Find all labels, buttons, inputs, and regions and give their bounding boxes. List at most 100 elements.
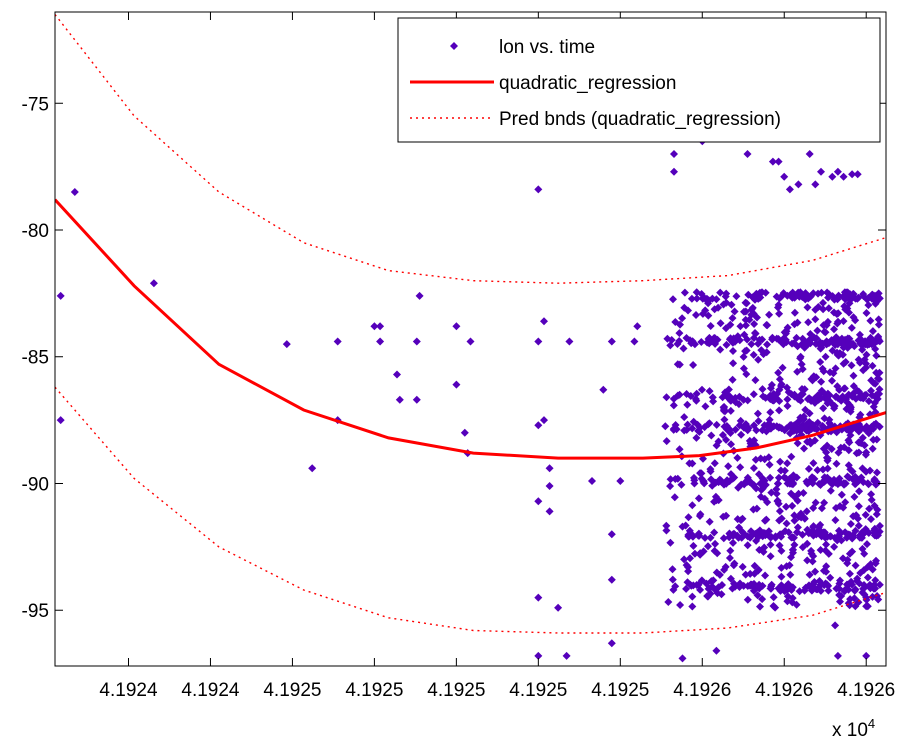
data-point <box>703 592 712 601</box>
data-point <box>856 410 865 419</box>
data-point <box>866 333 875 342</box>
data-point <box>870 339 879 348</box>
y-tick-label: -95 <box>22 601 49 622</box>
data-point <box>862 390 870 399</box>
data-point <box>761 288 770 297</box>
y-tick-label: -75 <box>22 94 49 115</box>
data-point <box>854 521 863 530</box>
data-point <box>785 185 794 194</box>
data-point <box>719 512 728 521</box>
lower-prediction-bound-line <box>55 386 886 634</box>
y-tick-label: -90 <box>22 474 49 495</box>
data-point <box>875 368 884 377</box>
data-point <box>813 424 822 433</box>
data-point <box>873 374 882 383</box>
data-point <box>412 337 421 346</box>
data-point <box>680 288 689 297</box>
data-point <box>833 319 842 328</box>
data-point <box>793 393 802 402</box>
data-point <box>534 421 543 430</box>
data-point <box>811 567 820 576</box>
data-point <box>790 320 799 329</box>
x-tick-label: 4.1925 <box>591 680 649 701</box>
data-point <box>740 330 749 339</box>
data-point <box>733 453 742 462</box>
data-point <box>839 479 848 488</box>
data-point <box>669 295 677 304</box>
data-point <box>824 304 833 313</box>
data-point <box>774 303 782 312</box>
data-point <box>690 479 699 488</box>
data-point <box>792 333 801 342</box>
data-point <box>749 586 758 595</box>
data-point <box>841 358 850 366</box>
data-point <box>871 559 880 568</box>
data-point <box>745 478 754 487</box>
data-point <box>682 334 691 342</box>
plot-inner <box>55 14 886 663</box>
data-point <box>856 358 864 367</box>
data-point <box>308 464 317 473</box>
data-point <box>712 420 721 429</box>
data-point <box>724 462 733 471</box>
data-point <box>872 351 881 360</box>
data-point <box>824 581 833 590</box>
data-point <box>540 416 548 425</box>
data-point <box>466 337 475 346</box>
data-point <box>599 385 608 394</box>
data-point <box>761 480 770 489</box>
data-point <box>872 420 881 429</box>
data-point <box>687 294 696 303</box>
data-point <box>562 651 571 660</box>
data-point <box>789 479 798 488</box>
data-point <box>832 459 841 468</box>
data-point <box>783 402 792 410</box>
data-point <box>864 397 873 406</box>
data-point <box>716 319 725 328</box>
data-point <box>698 385 706 394</box>
data-point <box>859 290 868 299</box>
data-point <box>828 292 837 301</box>
x-tick-label: 4.1926 <box>837 680 895 701</box>
data-point <box>690 549 699 558</box>
data-point <box>412 395 421 404</box>
data-point <box>809 522 818 531</box>
data-point <box>832 478 841 487</box>
data-point <box>805 150 814 158</box>
data-point <box>871 576 880 585</box>
data-point <box>749 350 758 359</box>
data-point <box>790 308 799 317</box>
data-point <box>776 466 785 475</box>
data-point <box>824 339 833 348</box>
data-point <box>809 289 818 298</box>
data-point <box>744 290 753 299</box>
data-point <box>819 566 828 575</box>
data-point <box>534 337 543 346</box>
data-point <box>775 385 784 394</box>
data-point <box>793 342 802 351</box>
data-point <box>787 553 795 562</box>
data-point <box>741 321 750 330</box>
data-point <box>774 157 783 166</box>
data-point <box>865 581 874 590</box>
data-point <box>739 352 748 361</box>
data-point <box>710 459 719 468</box>
data-point <box>837 490 846 499</box>
data-point <box>769 593 778 602</box>
data-point <box>725 533 734 542</box>
data-point <box>821 352 830 361</box>
data-point <box>670 150 678 158</box>
data-point <box>853 294 862 303</box>
data-point <box>738 562 747 571</box>
data-point <box>750 569 759 578</box>
data-point <box>816 338 825 347</box>
data-point <box>774 473 783 482</box>
data-point <box>842 533 851 542</box>
data-point <box>728 474 737 483</box>
data-point <box>819 404 828 413</box>
data-point <box>775 397 784 405</box>
data-point <box>724 385 733 394</box>
data-point <box>805 409 814 418</box>
data-point <box>782 338 791 347</box>
data-point <box>678 522 687 531</box>
